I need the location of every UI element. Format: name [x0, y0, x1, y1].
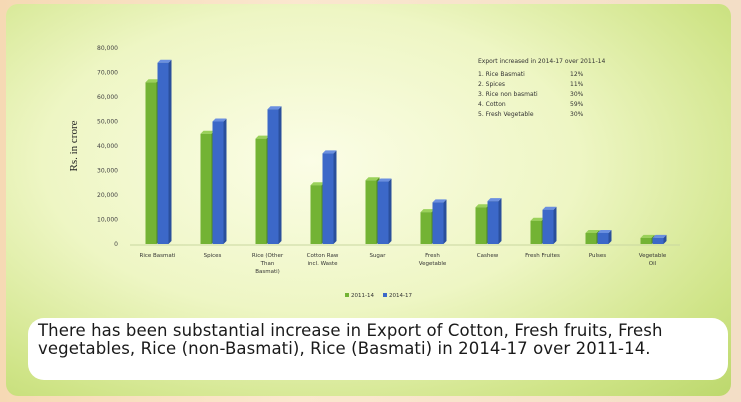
x-category-label: Rice Basmati — [140, 253, 176, 259]
bar-top-2011-14 — [310, 182, 325, 186]
bar-2014-17 — [377, 181, 389, 244]
bar-2014-17 — [267, 109, 279, 244]
bar-side-2014-17 — [443, 199, 447, 244]
x-category-label: Oil — [649, 261, 657, 267]
x-category-label: Pulses — [589, 253, 606, 259]
bar-2014-17 — [157, 62, 169, 245]
x-category-label: Basmati) — [255, 269, 280, 275]
y-tick-label: 20,000 — [97, 192, 118, 199]
bar-2011-14 — [475, 207, 487, 244]
annotation-value: 11% — [570, 81, 584, 88]
bar-2011-14 — [585, 232, 597, 244]
y-axis-label: Rs. in crore — [68, 120, 80, 171]
bar-side-2014-17 — [223, 118, 227, 244]
bar-top-2011-14 — [365, 177, 380, 181]
legend-label: 2011-14 — [351, 293, 374, 299]
x-category-label: Rice (Other — [252, 253, 284, 259]
x-category-label: Cashew — [477, 253, 499, 259]
annotation-title: Export increased in 2014-17 over 2011-14 — [478, 58, 605, 65]
x-category-label: Sugar — [369, 253, 386, 259]
y-tick-label: 0 — [114, 241, 118, 248]
bar-2014-17 — [652, 237, 664, 244]
bar-side-2014-17 — [333, 150, 337, 244]
x-category-label: Fresh Fruites — [525, 253, 560, 259]
bar-top-2014-17 — [652, 234, 667, 238]
bar-top-2011-14 — [585, 229, 600, 233]
bar-top-2014-17 — [432, 199, 447, 203]
bar-2011-14 — [200, 133, 212, 244]
bar-2011-14 — [310, 185, 322, 244]
caption-text: There has been substantial increase in E… — [38, 321, 663, 358]
y-tick-label: 60,000 — [97, 94, 118, 101]
bar-side-2014-17 — [388, 178, 392, 244]
bar-side-2014-17 — [608, 229, 612, 244]
bar-top-2014-17 — [542, 206, 557, 210]
bar-side-2014-17 — [663, 234, 667, 244]
bar-top-2014-17 — [597, 229, 612, 233]
bar-top-2011-14 — [475, 204, 490, 208]
bar-top-2011-14 — [640, 234, 655, 238]
x-category-label: incl. Waste — [308, 261, 339, 267]
annotation-item: 4. Cotton — [478, 101, 506, 108]
bar-side-2014-17 — [498, 198, 502, 244]
bar-top-2011-14 — [420, 209, 435, 213]
annotation-value: 30% — [570, 111, 584, 118]
bar-2014-17 — [487, 201, 499, 244]
x-category-label: Spices — [204, 253, 222, 259]
bar-2014-17 — [432, 202, 444, 244]
x-category-label: Than — [260, 261, 275, 267]
bar-side-2014-17 — [553, 206, 557, 244]
legend-label: 2014-17 — [389, 293, 412, 299]
bar-2011-14 — [530, 220, 542, 244]
bar-top-2014-17 — [157, 59, 172, 63]
y-tick-label: 70,000 — [97, 70, 118, 77]
y-tick-label: 50,000 — [97, 119, 118, 126]
bar-top-2014-17 — [377, 178, 392, 182]
legend-swatch-2011-14 — [345, 293, 349, 297]
bar-2014-17 — [597, 232, 609, 244]
y-tick-label: 40,000 — [97, 143, 118, 150]
bar-2011-14 — [145, 82, 157, 244]
x-category-label: Fresh — [425, 253, 440, 259]
bar-top-2014-17 — [267, 106, 282, 110]
annotation-item: 3. Rice non basmati — [478, 91, 538, 98]
bar-top-2011-14 — [530, 217, 545, 221]
bar-top-2014-17 — [322, 150, 337, 154]
bar-2011-14 — [255, 138, 267, 244]
bar-top-2014-17 — [487, 198, 502, 202]
annotation-value: 59% — [570, 101, 584, 108]
bar-2011-14 — [640, 237, 652, 244]
y-tick-label: 10,000 — [97, 217, 118, 224]
caption-box: There has been substantial increase in E… — [28, 318, 728, 380]
y-tick-label: 80,000 — [97, 45, 118, 52]
bar-2014-17 — [212, 121, 224, 244]
x-category-label: Cotton Raw — [307, 253, 339, 259]
annotation-value: 30% — [570, 91, 584, 98]
legend-swatch-2014-17 — [383, 293, 387, 297]
bar-top-2011-14 — [200, 130, 215, 134]
annotation-item: 2. Spices — [478, 81, 505, 88]
bar-2014-17 — [322, 153, 334, 244]
y-tick-label: 30,000 — [97, 168, 118, 175]
annotation-item: 1. Rice Basmati — [478, 71, 525, 78]
bar-2014-17 — [542, 209, 554, 244]
bar-side-2014-17 — [168, 59, 172, 245]
annotation-item: 5. Fresh Vegetable — [478, 111, 534, 118]
bar-2011-14 — [365, 180, 377, 244]
bar-top-2011-14 — [255, 135, 270, 139]
bar-top-2014-17 — [212, 118, 227, 122]
x-category-label: Vegetable — [419, 261, 447, 267]
bar-top-2011-14 — [145, 79, 160, 83]
annotation-value: 12% — [570, 71, 584, 78]
x-category-label: Vegetable — [639, 253, 667, 259]
bar-side-2014-17 — [278, 106, 282, 244]
bar-2011-14 — [420, 212, 432, 244]
